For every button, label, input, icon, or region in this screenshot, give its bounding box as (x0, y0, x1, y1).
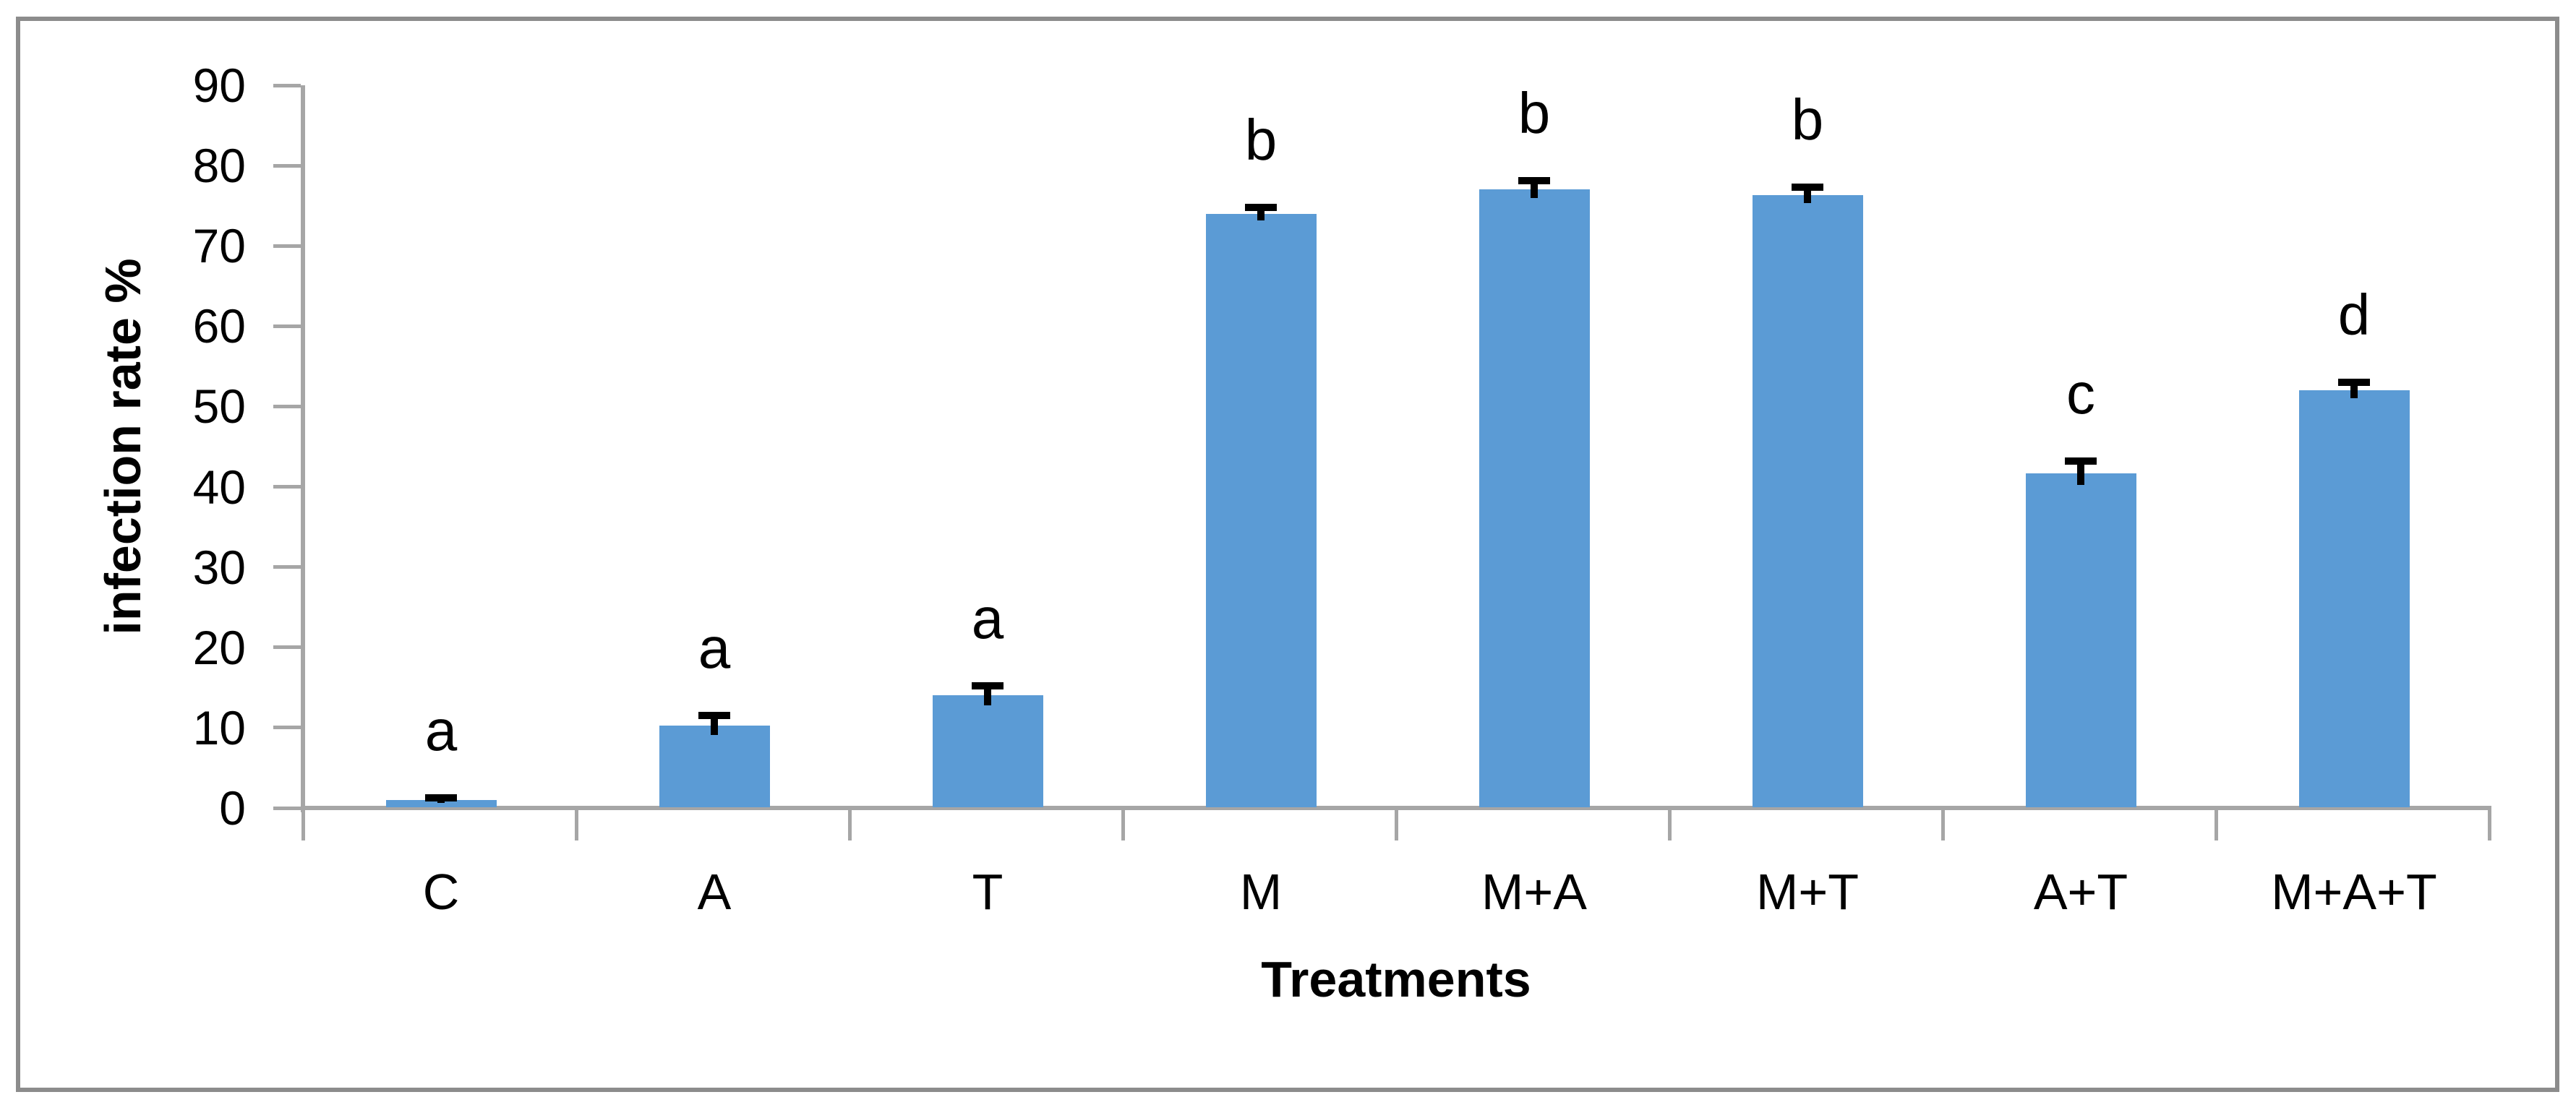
error-bar-cap (972, 682, 1004, 689)
error-bar-stem (984, 686, 991, 705)
x-tick-mark (1668, 810, 1672, 840)
category-label-M+T: M+T (1756, 864, 1859, 920)
y-tick-mark (273, 645, 301, 649)
y-tick-label: 0 (219, 781, 246, 835)
x-tick-mark (301, 810, 305, 840)
x-axis-line (301, 806, 2491, 810)
x-axis-title: Treatments (1261, 951, 1531, 1007)
category-label-A+T: A+T (2033, 864, 2128, 920)
bar-M (1206, 214, 1317, 807)
category-label-M: M (1239, 864, 1283, 920)
y-tick-mark (273, 485, 301, 489)
bar-M+A (1479, 189, 1590, 807)
error-bar-stem (2077, 461, 2084, 485)
y-tick-label: 90 (192, 59, 246, 112)
error-bar-cap (1518, 177, 1550, 184)
y-axis-line (301, 85, 305, 812)
error-bar-stem (1531, 181, 1538, 198)
error-bar-cap (698, 712, 730, 719)
error-bar-stem (711, 715, 718, 735)
y-tick-label: 50 (192, 379, 246, 433)
significance-letter: b (1518, 81, 1551, 145)
bar-M+T (1753, 195, 1863, 807)
significance-letter: d (2337, 283, 2371, 347)
y-tick-mark (273, 565, 301, 569)
error-bar-cap (2065, 457, 2097, 465)
significance-letter: a (424, 698, 458, 762)
chart-outer-border (16, 17, 2559, 1092)
significance-letter: a (971, 586, 1004, 650)
bar-M+A+T (2299, 390, 2410, 807)
y-tick-label: 30 (192, 541, 246, 594)
y-tick-label: 20 (192, 621, 246, 674)
y-tick-mark (273, 807, 301, 810)
x-tick-mark (1395, 810, 1398, 840)
y-tick-mark (273, 164, 301, 168)
significance-letter: b (1244, 108, 1278, 172)
significance-letter: a (698, 616, 731, 680)
error-bar-stem (1804, 187, 1811, 203)
y-tick-label: 80 (192, 139, 246, 192)
category-label-M+A+T: M+A+T (2271, 864, 2437, 920)
y-tick-mark (273, 726, 301, 729)
category-label-T: T (972, 864, 1004, 920)
y-tick-label: 40 (192, 460, 246, 514)
y-tick-label: 60 (192, 299, 246, 353)
x-tick-mark (2215, 810, 2218, 840)
category-label-A: A (697, 864, 732, 920)
x-tick-mark (848, 810, 852, 840)
x-tick-mark (2488, 810, 2491, 840)
x-tick-mark (1121, 810, 1125, 840)
y-axis-title: infection rate % (95, 258, 151, 635)
y-tick-mark (273, 84, 301, 87)
bar-A+T (2026, 473, 2136, 807)
category-label-C: C (422, 864, 460, 920)
y-tick-label: 70 (192, 219, 246, 272)
y-tick-mark (273, 244, 301, 248)
y-tick-mark (273, 324, 301, 328)
significance-letter: c (2066, 361, 2095, 426)
category-label-M+A: M+A (1481, 864, 1587, 920)
error-bar-cap (425, 794, 457, 801)
error-bar-cap (1792, 184, 1823, 191)
y-tick-label: 10 (192, 701, 246, 754)
error-bar-cap (1245, 204, 1277, 211)
error-bar-stem (2350, 382, 2358, 398)
bar-A (659, 726, 770, 807)
bar-C (386, 800, 497, 807)
significance-letter: b (1791, 87, 1824, 152)
error-bar-cap (2338, 379, 2370, 386)
bar-T (933, 695, 1043, 807)
x-tick-mark (1941, 810, 1945, 840)
error-bar-stem (1257, 207, 1265, 220)
x-tick-mark (575, 810, 578, 840)
y-tick-mark (273, 405, 301, 408)
